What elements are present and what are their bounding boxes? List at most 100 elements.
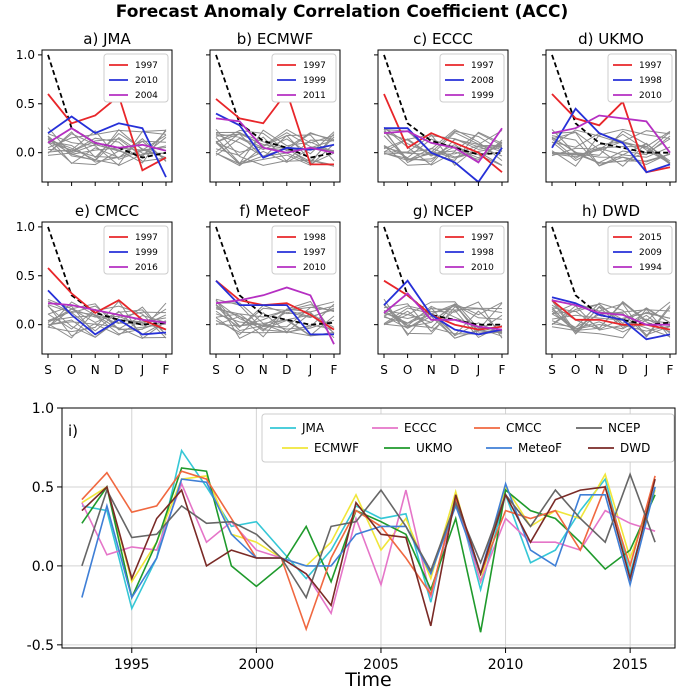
- panel-a-jma: a) JMA 1.0 0.5 0.0 1997 2010 2004: [16, 30, 173, 186]
- legend-box: [271, 53, 337, 103]
- x-tick-label-d: D: [450, 363, 459, 377]
- ensemble-line: [215, 132, 335, 153]
- series-line-2010: [551, 114, 671, 154]
- legend-label-dwd: DWD: [620, 441, 650, 455]
- panel-grid: a) JMA 1.0 0.5 0.0 1997 2010 2004 b) ECMWF 1997 1…: [16, 30, 677, 377]
- panel-e-cmcc: e) CMCC 1.0 0.5 0.0 S O N D J F 1997 1999 2016: [16, 202, 173, 377]
- legend-label-eccc: ECCC: [404, 421, 437, 435]
- ensemble-line: [383, 138, 503, 166]
- series-line-1994: [551, 299, 670, 326]
- ensemble-line: [215, 134, 335, 167]
- mean-dashed-line: [215, 226, 335, 326]
- panel-frame: [377, 49, 509, 183]
- ensemble-line: [47, 129, 167, 166]
- series-line-2009: [551, 296, 671, 341]
- series-line-ncep: [81, 471, 656, 600]
- panel-title: f) MeteoF: [240, 202, 311, 220]
- ensemble-line: [551, 135, 671, 164]
- ensemble-line: [215, 319, 335, 334]
- panel-title: d) UKMO: [578, 30, 644, 48]
- panel-frame: [377, 221, 509, 355]
- legend-label-2004: 2004: [135, 91, 158, 101]
- legend-label-1997: 1997: [303, 248, 326, 258]
- series-line-1998: [551, 107, 671, 174]
- series-line-1998: [383, 279, 503, 336]
- legend-label-1999: 1999: [135, 248, 158, 258]
- legend-label-1997: 1997: [135, 233, 158, 243]
- x-tick-label-o: O: [571, 363, 580, 377]
- series-line-2010: [47, 115, 167, 178]
- x-tick-label-j: J: [476, 363, 481, 377]
- x-tick-label-o: O: [235, 363, 244, 377]
- panel-title: e) CMCC: [75, 202, 139, 220]
- series-line-2016: [47, 302, 167, 324]
- mean-dashed-line: [215, 54, 335, 159]
- ensemble-line: [47, 133, 167, 167]
- legend-label-1997: 1997: [471, 61, 494, 71]
- ensemble-line: [383, 308, 503, 324]
- y-tick-label: 0.0: [16, 146, 35, 160]
- x-tick-label-n: N: [427, 363, 436, 377]
- panel-d-ukmo: d) UKMO 1997 1998 2010: [542, 30, 677, 186]
- mean-dashed-line: [551, 54, 670, 154]
- ensemble-line: [47, 138, 167, 162]
- y-tick-label: 1.0: [16, 220, 35, 234]
- panel-frame: [545, 221, 677, 355]
- panel-h-dwd: h) DWD S O N D J F 2015 2009 1994: [542, 202, 677, 377]
- x-tick-label-j: J: [644, 363, 649, 377]
- series-line-eccc: [81, 481, 656, 616]
- figure-title: Forecast Anomaly Correlation Coefficient…: [116, 2, 568, 22]
- x-tick-label-2010: 2010: [488, 657, 524, 673]
- panel-c-eccc: c) ECCC 1997 2008 1999: [374, 30, 509, 186]
- legend-label-1998: 1998: [303, 233, 326, 243]
- legend-label-2008: 2008: [471, 76, 494, 86]
- ensemble-line: [215, 133, 335, 165]
- legend-label-meteof: MeteoF: [518, 441, 562, 455]
- ensemble-line: [215, 305, 335, 332]
- x-tick-label-n: N: [259, 363, 268, 377]
- panel-frame: [209, 221, 341, 355]
- x-tick-label-o: O: [403, 363, 412, 377]
- y-tick-label: 1.0: [16, 48, 35, 62]
- x-tick-label-s: S: [44, 363, 52, 377]
- legend-box: [607, 225, 673, 275]
- ensemble-line: [551, 130, 671, 162]
- legend-label-1994: 1994: [639, 263, 662, 273]
- ensemble-line: [551, 298, 671, 339]
- panel-label-i: i): [68, 422, 78, 440]
- x-tick-label-s: S: [212, 363, 220, 377]
- ensemble-line: [551, 130, 671, 158]
- legend-box: [439, 225, 505, 275]
- ensemble-line: [551, 129, 671, 165]
- panel-title: c) ECCC: [413, 30, 473, 48]
- x-tick-label-s: S: [548, 363, 556, 377]
- panel-title: a) JMA: [83, 30, 131, 48]
- y-tick-label: 0.5: [16, 269, 35, 283]
- series-line-dwd: [81, 478, 656, 627]
- ensemble-line: [383, 301, 503, 329]
- ensemble-line: [215, 304, 335, 332]
- x-tick-label-2000: 2000: [239, 657, 275, 673]
- legend-label-2009: 2009: [639, 248, 662, 258]
- series-line-meteof: [81, 478, 656, 600]
- panel-title: h) DWD: [582, 202, 640, 220]
- x-tick-label-2015: 2015: [612, 657, 648, 673]
- legend-label-jma: JMA: [301, 421, 325, 435]
- series-line-2010: [383, 292, 503, 331]
- series-line-ukmo: [81, 467, 656, 633]
- panel-frame: [41, 221, 173, 355]
- panel-g-ncep: g) NCEP S O N D J F 1997 1998 2010: [374, 202, 509, 377]
- ensemble-line: [383, 146, 503, 161]
- legend-label-2015: 2015: [639, 233, 662, 243]
- x-tick-label-2005: 2005: [363, 657, 399, 673]
- x-tick-label-o: O: [67, 363, 76, 377]
- legend-box: [103, 53, 169, 103]
- legend-label-1998: 1998: [471, 248, 494, 258]
- ensemble-line: [551, 303, 671, 331]
- legend-box: [439, 53, 505, 103]
- x-tick-label-j: J: [140, 363, 145, 377]
- y-tick-label: 1.0: [32, 401, 54, 417]
- y-tick-label: -0.5: [27, 638, 54, 654]
- mean-dashed-line: [383, 54, 503, 156]
- ensemble-line: [551, 152, 671, 164]
